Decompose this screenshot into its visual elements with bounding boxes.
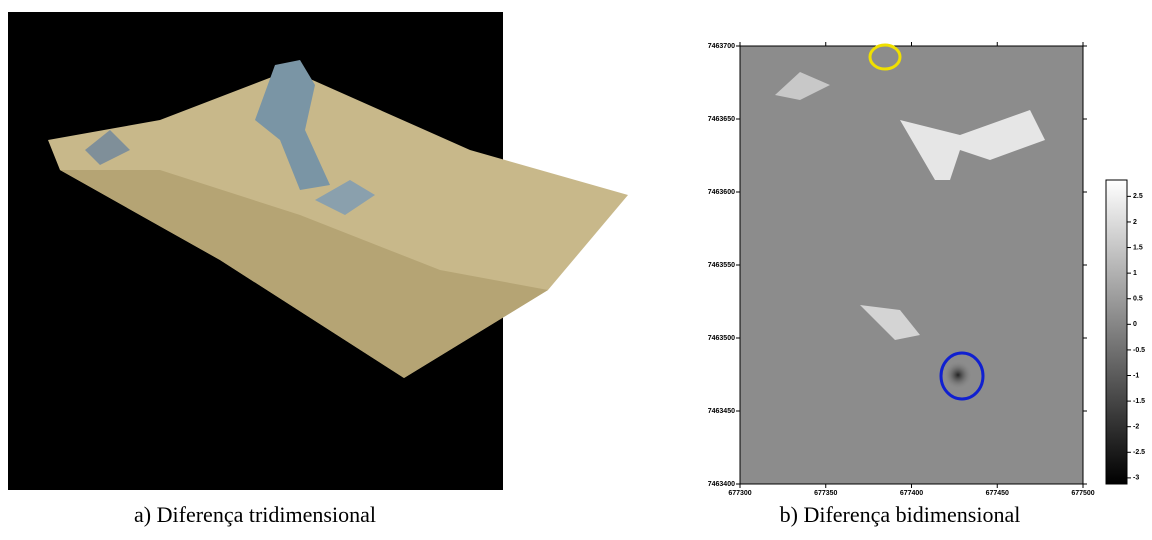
- x-tick-label: 677450: [986, 490, 1009, 497]
- colorbar-tick-label: -3: [1133, 475, 1139, 482]
- colorbar-tick-label: -2.5: [1133, 449, 1145, 456]
- colorbar-tick-label: -0.5: [1133, 347, 1145, 354]
- y-tick-label: 7463400: [708, 481, 735, 488]
- map-dark-spot: [944, 361, 972, 389]
- colorbar-tick-label: -2: [1133, 424, 1139, 431]
- caption: b) Diferença bidimensional: [780, 502, 1021, 527]
- colorbar-tick-label: 2: [1133, 219, 1137, 226]
- y-tick-label: 7463450: [708, 408, 735, 415]
- y-tick-label: 7463700: [708, 43, 735, 50]
- colorbar-tick-label: -1.5: [1133, 398, 1145, 405]
- x-tick-label: 677400: [900, 490, 923, 497]
- page: a) Diferença tridimensional b) Diferença…: [0, 0, 1152, 540]
- figure: a) Diferença tridimensional b) Diferença…: [0, 0, 1152, 540]
- colorbar-tick-label: 1.5: [1133, 244, 1143, 251]
- y-tick-label: 7463650: [708, 116, 735, 123]
- y-tick-label: 7463600: [708, 189, 735, 196]
- y-tick-label: 7463500: [708, 335, 735, 342]
- x-tick-label: 677300: [728, 490, 751, 497]
- caption: a) Diferença tridimensional: [134, 502, 376, 527]
- x-tick-label: 677350: [814, 490, 837, 497]
- colorbar: [1106, 180, 1127, 484]
- colorbar-tick-label: -1: [1133, 372, 1139, 379]
- colorbar-tick-label: 1: [1133, 270, 1137, 277]
- colorbar-tick-label: 2.5: [1133, 193, 1143, 200]
- x-tick-label: 677500: [1071, 490, 1094, 497]
- colorbar-tick-label: 0: [1133, 321, 1137, 328]
- y-tick-label: 7463550: [708, 262, 735, 269]
- colorbar-tick-label: 0.5: [1133, 296, 1143, 303]
- map-area: [740, 46, 1083, 484]
